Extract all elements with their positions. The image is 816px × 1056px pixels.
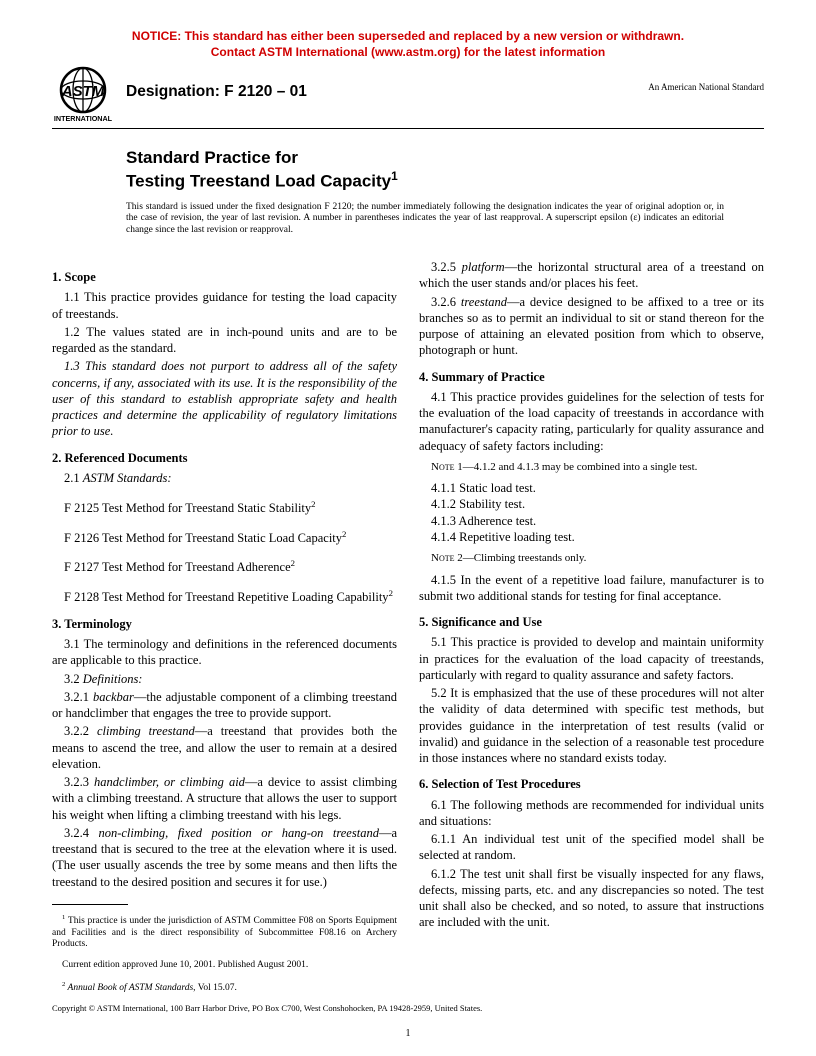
- note-2: Note 2—Climbing treestands only.: [419, 551, 764, 565]
- para-1-1: 1.1 This practice provides guidance for …: [52, 289, 397, 322]
- para-4-1-2: 4.1.2 Stability test.: [419, 496, 764, 512]
- para-4-1-4: 4.1.4 Repetitive loading test.: [419, 529, 764, 545]
- def-3-2-5: 3.2.5 platform—the horizontal structural…: [419, 259, 764, 292]
- para-4-1-5: 4.1.5 In the event of a repetitive load …: [419, 572, 764, 605]
- ref-f2127: F 2127 Test Method for Treestand Adheren…: [64, 558, 397, 575]
- section-4-head: 4. Summary of Practice: [419, 369, 764, 385]
- footnotes-block: 1 This practice is under the jurisdictio…: [52, 904, 397, 995]
- para-3-1: 3.1 The terminology and definitions in t…: [52, 636, 397, 669]
- def-3-2-4-num: 3.2.4: [64, 826, 98, 840]
- designation: Designation: F 2120 – 01: [126, 83, 307, 100]
- def-3-2-3-term: handclimber, or climbing aid: [94, 775, 245, 789]
- ans-label: An American National Standard: [648, 66, 764, 94]
- body-columns: 1. Scope 1.1 This practice provides guid…: [52, 259, 764, 994]
- copyright: Copyright © ASTM International, 100 Barr…: [52, 1003, 482, 1014]
- title-line1: Standard Practice for: [126, 148, 298, 167]
- ref-f2128-fn: 2: [389, 588, 393, 598]
- footnote-1: 1 This practice is under the jurisdictio…: [52, 914, 397, 950]
- ref-f2126-fn: 2: [342, 529, 346, 539]
- notice-line2: Contact ASTM International (www.astm.org…: [211, 45, 605, 59]
- ref-f2128: F 2128 Test Method for Treestand Repetit…: [64, 588, 397, 605]
- designation-wrap: Designation: F 2120 – 01: [126, 66, 648, 102]
- def-3-2-2: 3.2.2 climbing treestand—a treestand tha…: [52, 723, 397, 772]
- ref-f2125: F 2125 Test Method for Treestand Static …: [64, 499, 397, 516]
- section-6-head: 6. Selection of Test Procedures: [419, 776, 764, 792]
- para-4-1-1: 4.1.1 Static load test.: [419, 480, 764, 496]
- para-2-1: 2.1 ASTM Standards:: [52, 470, 397, 486]
- def-3-2-1: 3.2.1 backbar—the adjustable component o…: [52, 689, 397, 722]
- para-2-1-label: ASTM Standards:: [83, 471, 172, 485]
- def-3-2-1-term: backbar: [93, 690, 134, 704]
- para-5-1: 5.1 This practice is provided to develop…: [419, 634, 764, 683]
- svg-text:INTERNATIONAL: INTERNATIONAL: [54, 114, 113, 123]
- notice-line1: NOTICE: This standard has either been su…: [132, 29, 684, 43]
- para-4-1: 4.1 This practice provides guidelines fo…: [419, 389, 764, 454]
- notice-banner: NOTICE: This standard has either been su…: [52, 28, 764, 60]
- page-number: 1: [406, 1027, 411, 1040]
- ref-f2128-text: F 2128 Test Method for Treestand Repetit…: [64, 591, 389, 605]
- def-3-2-6-term: treestand: [461, 295, 507, 309]
- footnote-2-text: Annual Book of ASTM Standards: [65, 983, 193, 993]
- footnote-1b: Current edition approved June 10, 2001. …: [52, 960, 397, 971]
- footnote-1-text: This practice is under the jurisdiction …: [52, 916, 397, 949]
- note-1-label: Note 1: [431, 461, 463, 473]
- def-3-2-3: 3.2.3 handclimber, or climbing aid—a dev…: [52, 774, 397, 823]
- note-1-text: —4.1.2 and 4.1.3 may be combined into a …: [463, 461, 698, 473]
- title-line2: Testing Treestand Load Capacity: [126, 171, 391, 190]
- ref-f2126-text: F 2126 Test Method for Treestand Static …: [64, 531, 342, 545]
- para-6-1-1: 6.1.1 An individual test unit of the spe…: [419, 831, 764, 864]
- para-3-2-num: 3.2: [64, 672, 83, 686]
- para-3-2: 3.2 Definitions:: [52, 671, 397, 687]
- para-3-2-label: Definitions:: [83, 672, 143, 686]
- def-3-2-5-term: platform: [462, 260, 505, 274]
- note-1: Note 1—4.1.2 and 4.1.3 may be combined i…: [419, 460, 764, 474]
- def-3-2-4-term: non-climbing, fixed position or hang-on …: [98, 826, 378, 840]
- astm-logo: ASTM INTERNATIONAL: [52, 66, 114, 124]
- para-5-2: 5.2 It is emphasized that the use of the…: [419, 685, 764, 766]
- def-3-2-6-num: 3.2.6: [431, 295, 461, 309]
- para-6-1-2: 6.1.2 The test unit shall first be visua…: [419, 866, 764, 931]
- svg-text:ASTM: ASTM: [61, 83, 105, 100]
- header-row: ASTM INTERNATIONAL Designation: F 2120 –…: [52, 66, 764, 124]
- section-1-head: 1. Scope: [52, 269, 397, 285]
- footnote-2: 2 Annual Book of ASTM Standards, Vol 15.…: [52, 981, 397, 995]
- ref-f2125-text: F 2125 Test Method for Treestand Static …: [64, 501, 311, 515]
- def-3-2-3-num: 3.2.3: [64, 775, 94, 789]
- note-2-label: Note 2: [431, 552, 463, 564]
- def-3-2-2-term: climbing treestand: [97, 724, 195, 738]
- page: NOTICE: This standard has either been su…: [0, 0, 816, 1056]
- ref-f2127-text: F 2127 Test Method for Treestand Adheren…: [64, 561, 291, 575]
- title-footnote-marker: 1: [391, 169, 398, 183]
- footnote-separator: [52, 904, 128, 905]
- note-2-text: —Climbing treestands only.: [463, 552, 587, 564]
- ref-f2126: F 2126 Test Method for Treestand Static …: [64, 529, 397, 546]
- def-3-2-6: 3.2.6 treestand—a device designed to be …: [419, 294, 764, 359]
- section-3-head: 3. Terminology: [52, 616, 397, 632]
- section-5-head: 5. Significance and Use: [419, 614, 764, 630]
- para-4-1-3: 4.1.3 Adherence test.: [419, 513, 764, 529]
- def-3-2-5-num: 3.2.5: [431, 260, 462, 274]
- para-2-1-num: 2.1: [64, 471, 83, 485]
- def-3-2-4: 3.2.4 non-climbing, fixed position or ha…: [52, 825, 397, 890]
- para-1-2: 1.2 The values stated are in inch-pound …: [52, 324, 397, 357]
- section-2-head: 2. Referenced Documents: [52, 450, 397, 466]
- def-3-2-1-num: 3.2.1: [64, 690, 93, 704]
- footnote-2-tail: , Vol 15.07.: [193, 983, 237, 993]
- ref-f2125-fn: 2: [311, 499, 315, 509]
- header-divider: [52, 128, 764, 129]
- document-title: Standard Practice for Testing Treestand …: [126, 147, 764, 191]
- para-1-3: 1.3 This standard does not purport to ad…: [52, 358, 397, 439]
- issuance-note: This standard is issued under the fixed …: [126, 202, 724, 238]
- para-6-1: 6.1 The following methods are recommende…: [419, 797, 764, 830]
- def-3-2-2-num: 3.2.2: [64, 724, 97, 738]
- ref-f2127-fn: 2: [291, 558, 295, 568]
